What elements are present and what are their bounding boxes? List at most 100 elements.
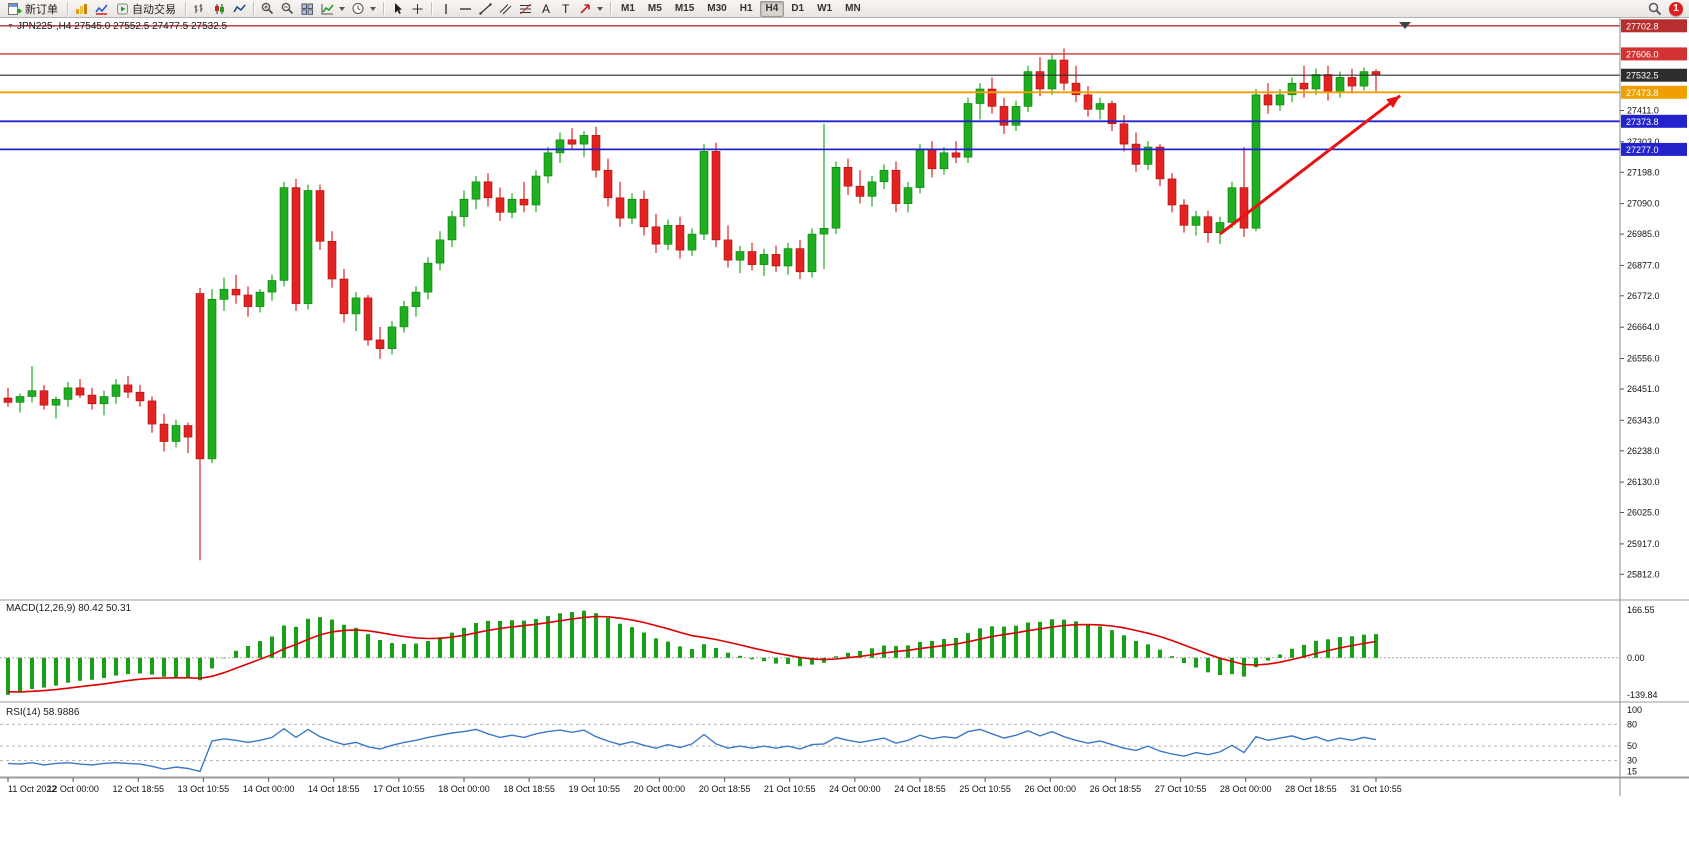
candle: [1071, 82, 1081, 96]
candle: [123, 384, 133, 393]
candle-chart-button[interactable]: [210, 1, 229, 17]
bar-chart-button[interactable]: [190, 1, 209, 17]
toolbar-separator: [185, 2, 186, 15]
new-order-button[interactable]: 新订单: [3, 1, 63, 17]
candle: [279, 187, 289, 281]
macd-scale-zero-label: 0.00: [1627, 653, 1645, 663]
timeframe-h4[interactable]: H4: [759, 0, 785, 17]
cursor-arrow-icon: [394, 3, 402, 14]
candle: [891, 169, 901, 204]
periods-button[interactable]: [349, 1, 379, 17]
candle: [903, 187, 913, 204]
channel-tool[interactable]: [496, 1, 515, 17]
price-tick-label: 26664.0: [1627, 322, 1660, 332]
candle: [267, 280, 277, 293]
candle: [1227, 187, 1237, 223]
notification-badge[interactable]: 1: [1669, 1, 1683, 16]
candle: [963, 103, 973, 158]
date-label: 11 Oct 2022: [8, 784, 56, 794]
candle: [147, 400, 157, 425]
macd-signal-line: [7, 615, 1377, 693]
candle: [1179, 204, 1189, 226]
candle: [1299, 82, 1309, 90]
price-tag: [1621, 47, 1687, 61]
text-tool[interactable]: A: [536, 1, 555, 17]
timeframe-h1[interactable]: H1: [739, 3, 753, 14]
zoom-out-button[interactable]: [278, 1, 297, 17]
label-tool[interactable]: T: [556, 1, 575, 17]
vertical-line-tool[interactable]: [436, 1, 455, 17]
toolbar-separator: [67, 2, 68, 15]
notifications-button[interactable]: 1: [1666, 1, 1686, 17]
timeframe-m30[interactable]: M30: [707, 3, 727, 14]
date-label: 12 Oct 00:00: [47, 784, 99, 794]
candle: [1011, 106, 1021, 126]
zoom-in-button[interactable]: [258, 1, 277, 17]
toolbar-separator: [610, 2, 611, 15]
price-tag-label: 27277.0: [1626, 145, 1659, 155]
crosshair-button[interactable]: [408, 1, 427, 17]
tick-chart-button[interactable]: [92, 1, 111, 17]
price-tick-label: 27411.0: [1627, 106, 1659, 116]
candle: [1287, 82, 1297, 96]
candle: [1035, 71, 1045, 90]
candle: [315, 190, 325, 242]
price-tag-label: 27473.8: [1626, 88, 1659, 98]
candle: [87, 394, 97, 405]
rsi-scale-label: 15: [1627, 766, 1637, 776]
trendline-tool[interactable]: [476, 1, 495, 17]
candle: [507, 198, 517, 213]
timeframe-d1[interactable]: D1: [791, 3, 805, 14]
candle: [63, 387, 73, 400]
search-button[interactable]: [1645, 1, 1665, 17]
rsi-label[interactable]: RSI(14) 58.9886: [6, 707, 79, 718]
crosshair-icon: [412, 3, 423, 14]
macd-scale-min-label: -139.84: [1627, 690, 1658, 700]
line-chart-button[interactable]: [230, 1, 249, 17]
candle: [255, 291, 265, 307]
timeframe-w1[interactable]: W1: [817, 3, 833, 14]
timeframe-mn[interactable]: MN: [845, 3, 861, 14]
price-tag-label: 27532.5: [1626, 71, 1659, 81]
price-tick-label: 26343.0: [1627, 415, 1660, 425]
fibonacci-tool[interactable]: [516, 1, 535, 17]
tile-windows-button[interactable]: [298, 1, 317, 17]
date-label: 21 Oct 10:55: [764, 784, 816, 794]
svg-text:T: T: [562, 2, 570, 15]
candle: [879, 169, 889, 183]
timeframe-m15[interactable]: M15: [674, 3, 695, 14]
horizontal-line-icon: [460, 7, 471, 10]
chart-dropdown-icon[interactable]: ▼: [7, 22, 14, 30]
market-depth-button[interactable]: [72, 1, 91, 17]
candle: [183, 425, 193, 438]
trend-arrow-line[interactable]: [1219, 94, 1401, 236]
date-label: 20 Oct 18:55: [699, 784, 751, 794]
clock-icon: [352, 3, 364, 14]
candle: [1263, 94, 1273, 106]
indicators-button[interactable]: [318, 1, 348, 17]
price-tick-label: 26877.0: [1627, 260, 1660, 270]
timeframe-m1[interactable]: M1: [621, 3, 635, 14]
chart-shift-marker[interactable]: [1399, 22, 1411, 29]
candle: [1167, 178, 1177, 206]
tile-windows-icon: [301, 3, 313, 15]
candle: [687, 233, 697, 251]
candle: [663, 225, 673, 245]
timeframe-m5[interactable]: M5: [647, 3, 662, 14]
macd-label[interactable]: MACD(12,26,9) 80.42 50.31: [6, 603, 131, 614]
candle: [1239, 187, 1249, 229]
cursor-button[interactable]: [388, 1, 407, 17]
candle: [1275, 94, 1285, 106]
candle: [1191, 216, 1201, 226]
chart-symbol-info: JPN225-,H4 27545.0 27552.5 27477.5 27532…: [16, 21, 228, 32]
date-label: 28 Oct 00:00: [1220, 784, 1272, 794]
candle: [435, 239, 445, 264]
horizontal-line-tool[interactable]: [456, 1, 475, 17]
algo-trading-button[interactable]: 自动交易: [112, 1, 181, 17]
arrows-tool[interactable]: [576, 1, 606, 17]
candle: [867, 181, 877, 197]
candle: [3, 397, 13, 403]
candle: [519, 198, 529, 206]
